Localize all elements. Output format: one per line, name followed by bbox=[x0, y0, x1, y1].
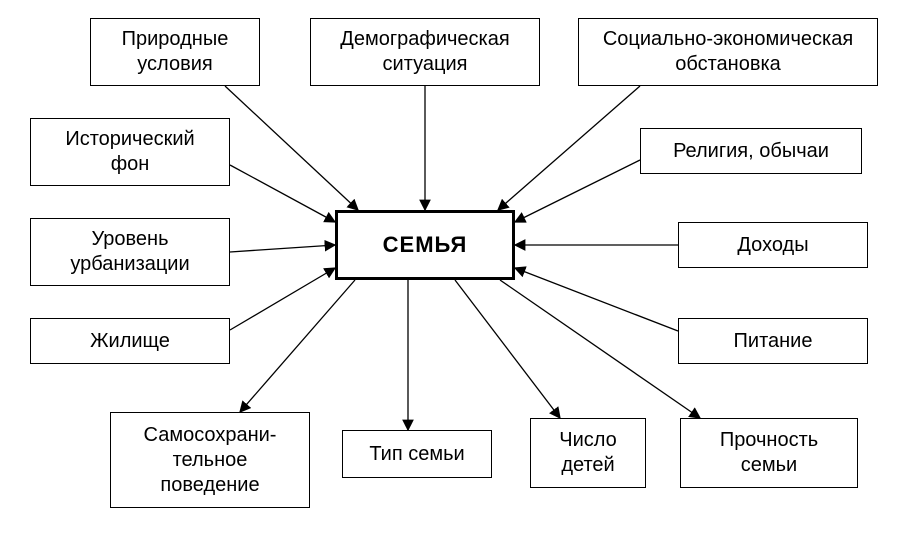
node-label: Демографическая ситуация bbox=[340, 27, 509, 77]
node-label: Питание bbox=[734, 329, 813, 354]
node-n3: Социально-экономическая обстановка bbox=[578, 18, 878, 86]
node-n9: Питание bbox=[678, 318, 868, 364]
node-n4: Исторический фон bbox=[30, 118, 230, 186]
edge-center-n10 bbox=[240, 280, 355, 412]
edge-n5-center bbox=[515, 160, 640, 222]
diagram-canvas: СЕМЬЯ Природные условия Демографическая с… bbox=[0, 0, 913, 540]
node-n2: Демографическая ситуация bbox=[310, 18, 540, 86]
node-label: Уровень урбанизации bbox=[70, 227, 189, 277]
edge-n1-center bbox=[225, 86, 358, 210]
node-label: Доходы bbox=[737, 233, 808, 258]
node-n13: Прочность семьи bbox=[680, 418, 858, 488]
node-n5: Религия, обычаи bbox=[640, 128, 862, 174]
node-label: Число детей bbox=[559, 428, 617, 478]
node-n6: Уровень урбанизации bbox=[30, 218, 230, 286]
edge-center-n12 bbox=[455, 280, 560, 418]
node-label: Исторический фон bbox=[65, 127, 194, 177]
node-n7: Доходы bbox=[678, 222, 868, 268]
edge-n6-center bbox=[230, 245, 335, 252]
node-label: Жилище bbox=[90, 329, 170, 354]
node-label: Социально-экономическая обстановка bbox=[603, 27, 853, 77]
edge-center-n13 bbox=[500, 280, 700, 418]
center-node: СЕМЬЯ bbox=[335, 210, 515, 280]
node-label: Тип семьи bbox=[369, 442, 464, 467]
node-n10: Самосохрани- тельное поведение bbox=[110, 412, 310, 508]
node-label: Религия, обычаи bbox=[673, 139, 829, 164]
node-n8: Жилище bbox=[30, 318, 230, 364]
node-n12: Число детей bbox=[530, 418, 646, 488]
node-label: Прочность семьи bbox=[720, 428, 818, 478]
node-label: Самосохрани- тельное поведение bbox=[144, 423, 277, 498]
edge-n3-center bbox=[498, 86, 640, 210]
node-n1: Природные условия bbox=[90, 18, 260, 86]
edge-n4-center bbox=[230, 165, 335, 222]
node-label: Природные условия bbox=[122, 27, 229, 77]
node-n11: Тип семьи bbox=[342, 430, 492, 478]
edge-n9-center bbox=[515, 268, 678, 331]
edge-n8-center bbox=[230, 268, 335, 330]
